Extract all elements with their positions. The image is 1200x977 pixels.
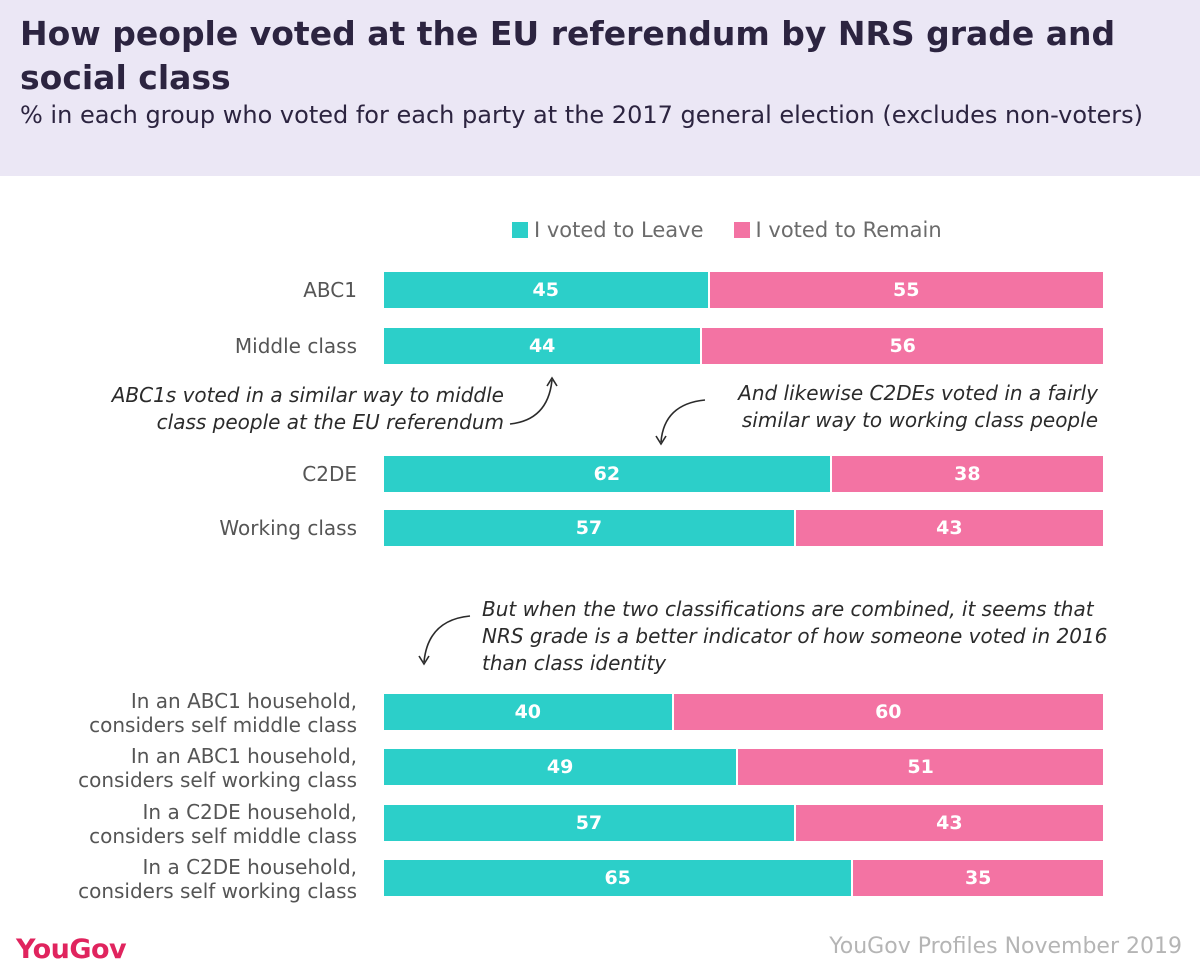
bar-remain: 43	[793, 510, 1103, 546]
arrow-up-head-icon	[546, 376, 558, 387]
chart-title: How people voted at the EU referendum by…	[20, 14, 1116, 97]
arrow-down-icon	[660, 399, 706, 443]
row-label: In a C2DE household, considers self work…	[78, 855, 357, 903]
bar-leave: 62	[384, 456, 830, 492]
legend-item-leave: I voted to Leave	[512, 218, 704, 242]
arrow-down-head-icon	[655, 435, 667, 446]
bar-remain: 35	[851, 860, 1103, 896]
data-label: 38	[954, 463, 981, 485]
bar-remain: 56	[700, 328, 1103, 364]
row-label: C2DE	[302, 462, 357, 486]
bar-leave: 57	[384, 805, 794, 841]
data-label: 60	[875, 701, 902, 723]
row-label: ABC1	[303, 278, 357, 302]
legend-label-leave: I voted to Leave	[534, 218, 704, 242]
legend-swatch-leave	[512, 222, 528, 238]
row-label: In an ABC1 household, considers self mid…	[89, 689, 357, 737]
source-note: YouGov Profiles November 2019	[829, 934, 1182, 959]
data-label: 57	[575, 517, 603, 539]
annotation-c2de: And likewise C2DEs voted in a fairly sim…	[738, 381, 1098, 432]
bar-leave: 45	[384, 272, 708, 308]
data-label: 35	[964, 867, 992, 889]
data-label: 57	[575, 812, 603, 834]
data-label: 55	[893, 279, 920, 301]
row-label: In a C2DE household, considers self midd…	[89, 800, 357, 848]
row-label: In an ABC1 household, considers self wor…	[78, 744, 357, 792]
data-label: 40	[514, 701, 542, 723]
header-band: How people voted at the EU referendum by…	[0, 0, 1200, 176]
yougov-logo: YouGov	[16, 934, 127, 965]
arrow-up-icon	[509, 379, 553, 425]
annotation-combined: But when the two classifications are com…	[482, 597, 1108, 675]
bar-remain: 60	[671, 694, 1103, 730]
data-label: 44	[528, 335, 556, 357]
data-label: 43	[936, 517, 963, 539]
bar-leave: 65	[384, 860, 852, 896]
legend: I voted to Leave I voted to Remain	[512, 218, 942, 242]
arrow-down-head-icon-2	[418, 655, 430, 666]
legend-label-remain: I voted to Remain	[755, 218, 942, 242]
bar-leave: 40	[384, 694, 672, 730]
row-label: Working class	[219, 516, 357, 540]
data-label: 65	[604, 867, 631, 889]
bar-remain: 55	[707, 272, 1103, 308]
bar-leave: 57	[384, 510, 794, 546]
data-label: 45	[532, 279, 559, 301]
legend-item-remain: I voted to Remain	[733, 218, 942, 242]
data-label: 62	[593, 463, 621, 485]
bar-leave: 49	[384, 749, 737, 785]
bar-remain: 38	[829, 456, 1103, 492]
bar-remain: 43	[793, 805, 1103, 841]
data-label: 43	[936, 812, 963, 834]
data-label: 56	[889, 335, 916, 357]
arrow-down-icon-2	[423, 615, 471, 663]
row-label: Middle class	[234, 334, 357, 358]
bar-remain: 51	[736, 749, 1103, 785]
legend-swatch-remain	[733, 222, 750, 238]
data-label: 51	[907, 756, 934, 778]
data-label: 49	[546, 756, 574, 778]
chart-subtitle: % in each group who voted for each party…	[20, 101, 1143, 129]
bar-leave: 44	[384, 328, 701, 364]
annotation-abc1: ABC1s voted in a similar way to middle c…	[111, 383, 504, 434]
